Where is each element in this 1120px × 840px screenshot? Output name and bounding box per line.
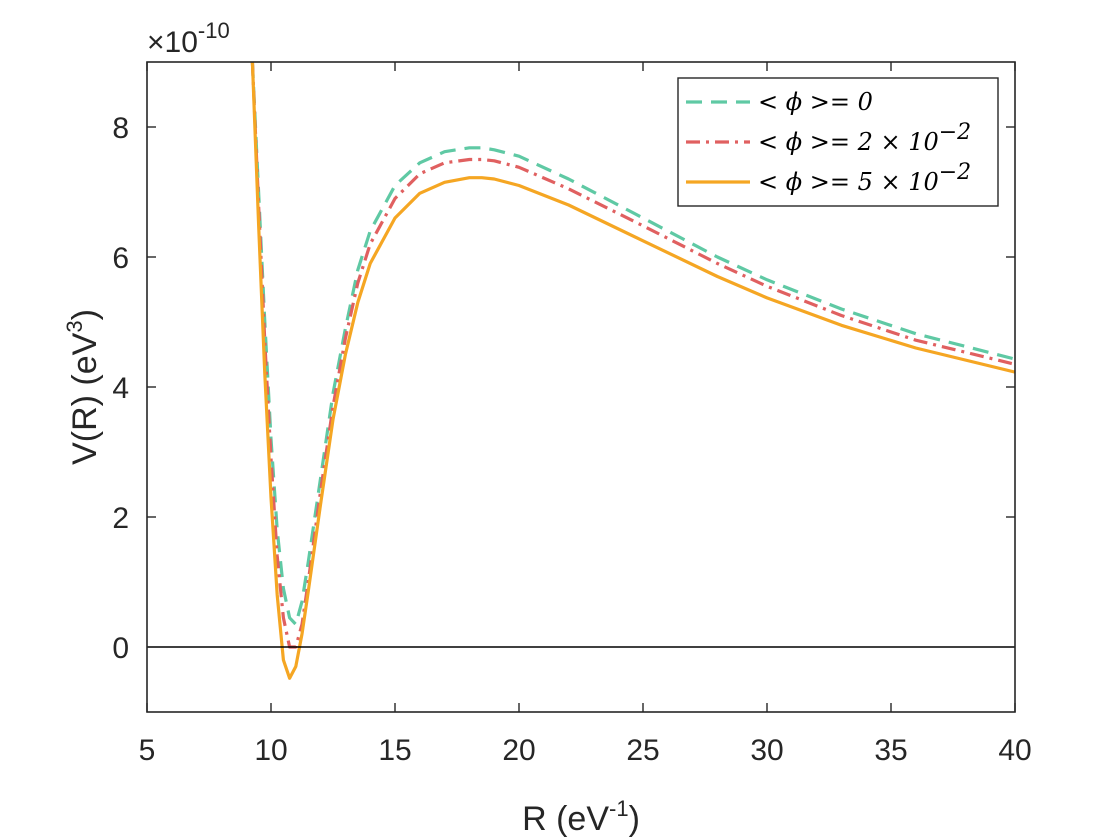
y-tick-label: 0 <box>112 632 129 665</box>
legend-box <box>677 77 999 207</box>
y-tick-label: 8 <box>112 112 129 145</box>
x-tick-label: 5 <box>139 734 156 767</box>
ticks-layer: 5 10 15 20 25 30 35 40 0 2 4 6 8 <box>112 62 1032 767</box>
series-line-1 <box>250 62 1015 626</box>
x-axis-label: R (eV-1) <box>522 796 640 838</box>
x-tick-label: 35 <box>874 734 907 767</box>
series-layer <box>250 62 1015 680</box>
x-tick-label: 20 <box>502 734 535 767</box>
legend: < ϕ >= 0 < ϕ >= 2 × 10−2 < ϕ >= 5 × 10−2 <box>677 77 999 207</box>
y-tick-label: 6 <box>112 242 129 275</box>
x-tick-label: 30 <box>750 734 783 767</box>
y-axis-label: V(R) (eV3) <box>62 309 104 465</box>
y-tick-label: 2 <box>112 502 129 535</box>
x-tick-label: 10 <box>254 734 287 767</box>
y-tick-label: 4 <box>112 372 129 405</box>
series-line-3 <box>250 62 1015 680</box>
x-tick-label: 25 <box>626 734 659 767</box>
legend-label-2: < ϕ >= 2 × 10−2 <box>758 120 971 156</box>
x-tick-label: 40 <box>998 734 1031 767</box>
legend-label-1: < ϕ >= 0 <box>758 88 873 116</box>
y-axis-multiplier: ×10-10 <box>147 18 230 59</box>
x-tick-label: 15 <box>378 734 411 767</box>
legend-label-3: < ϕ >= 5 × 10−2 <box>758 160 971 196</box>
